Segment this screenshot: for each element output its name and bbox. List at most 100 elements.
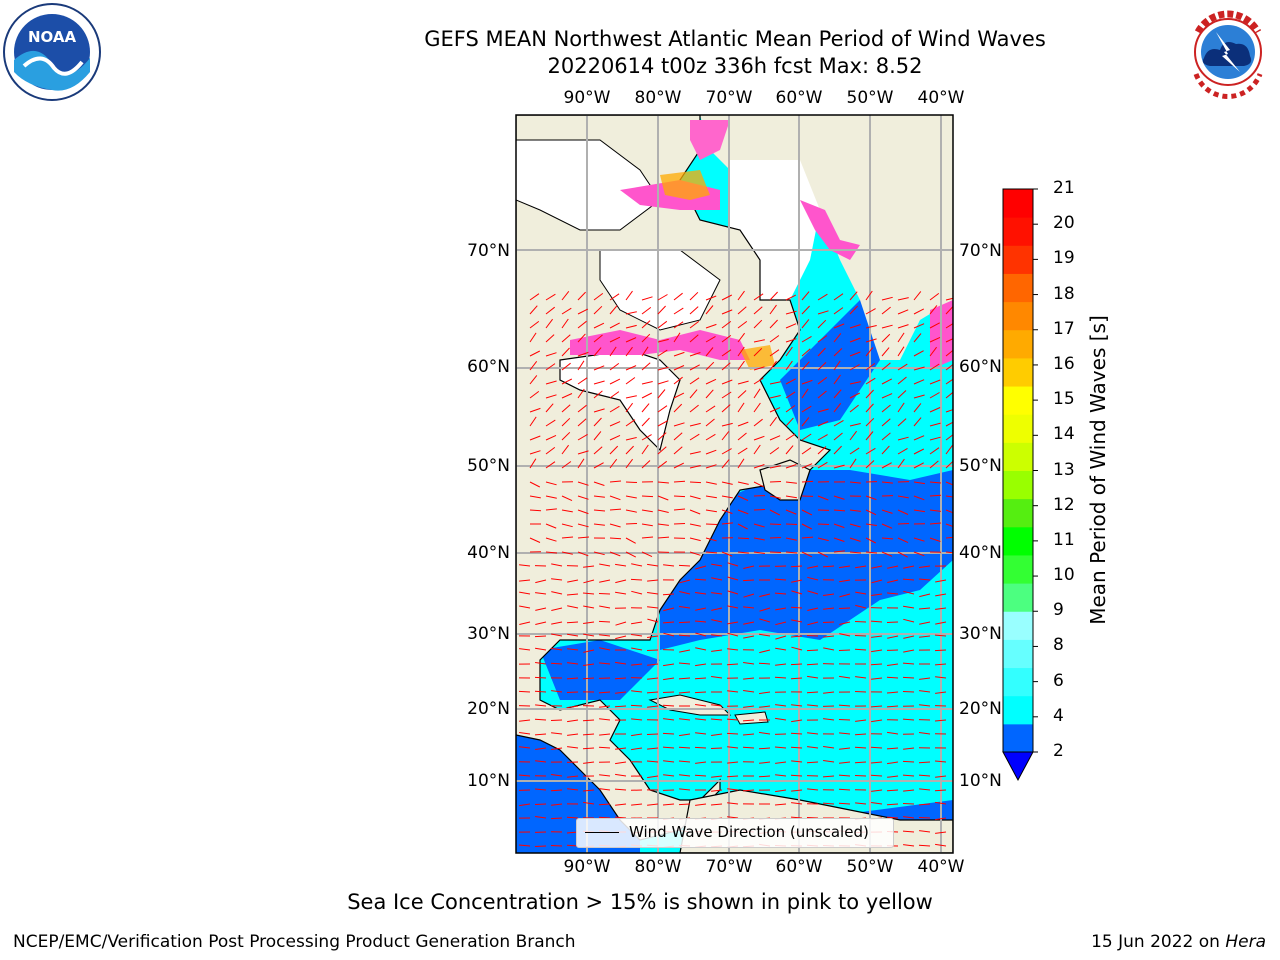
wave-direction-arrow <box>801 335 812 343</box>
wave-direction-arrow <box>945 391 953 399</box>
wave-direction-arrow <box>833 419 844 427</box>
wave-direction-arrow <box>647 775 659 779</box>
wave-direction-arrow <box>785 495 797 499</box>
wave-direction-arrow <box>662 746 675 749</box>
wave-direction-arrow <box>609 551 621 557</box>
wave-direction-arrow <box>593 334 603 343</box>
wave-direction-arrow <box>817 408 829 413</box>
wave-direction-arrow <box>902 662 915 665</box>
wave-direction-arrow <box>615 635 627 640</box>
wave-direction-arrow <box>673 432 683 441</box>
wave-direction-arrow <box>721 431 730 441</box>
wave-direction-arrow <box>614 705 627 708</box>
wave-direction-arrow <box>609 305 618 315</box>
wave-direction-arrow <box>721 551 733 557</box>
wave-direction-arrow <box>577 377 588 385</box>
wave-direction-arrow <box>742 746 755 749</box>
wave-direction-arrow <box>577 360 585 371</box>
wave-direction-arrow <box>593 408 605 413</box>
date-text: 15 Jun 2022 on <box>1091 932 1226 952</box>
wave-direction-arrow <box>913 308 925 315</box>
wave-direction-arrow <box>838 719 851 721</box>
wave-direction-arrow <box>545 481 557 486</box>
lon-label-top-50w: 50°W <box>846 88 894 108</box>
wave-direction-arrow <box>625 445 634 455</box>
wave-direction-arrow <box>593 462 604 469</box>
wave-direction-arrow <box>871 649 883 653</box>
wave-direction-arrow <box>519 746 531 749</box>
sea-ice-nares <box>690 120 730 160</box>
wave-direction-arrow <box>705 323 717 329</box>
wave-direction-arrow <box>743 606 755 609</box>
wave-direction-arrow <box>561 404 571 413</box>
wave-direction-arrow <box>721 422 733 427</box>
colorbar-tick-label: 11 <box>1053 529 1075 550</box>
wave-direction-arrow <box>529 450 541 455</box>
wave-direction-arrow <box>865 362 876 371</box>
wave-direction-arrow <box>550 817 563 820</box>
wave-direction-arrow <box>934 649 947 652</box>
map-frame <box>515 114 954 854</box>
wave-direction-arrow <box>727 605 739 609</box>
lat-label-right-50n: 50°N <box>959 456 1002 476</box>
wave-direction-arrow <box>727 632 739 637</box>
lat-label-left-70n: 70°N <box>467 241 510 261</box>
wave-direction-arrow <box>641 509 653 513</box>
wave-direction-arrow <box>567 733 579 736</box>
wave-direction-arrow <box>806 817 819 819</box>
lat-label-right-30n: 30°N <box>959 624 1002 644</box>
wave-direction-arrow <box>577 536 590 539</box>
wave-direction-arrow <box>881 306 891 315</box>
wave-direction-arrow <box>774 592 787 595</box>
wave-direction-arrow <box>870 705 883 708</box>
wave-direction-arrow <box>721 495 733 499</box>
wave-direction-arrow <box>887 761 899 765</box>
wave-direction-arrow <box>823 647 835 651</box>
wave-direction-arrow <box>567 662 579 665</box>
wave-direction-arrow <box>775 717 787 721</box>
wave-direction-arrow <box>897 509 909 515</box>
wave-direction-arrow <box>791 579 803 583</box>
wave-direction-arrow <box>801 388 809 399</box>
wave-direction-arrow <box>903 747 915 750</box>
wave-direction-arrow <box>689 422 701 427</box>
wave-direction-arrow <box>775 621 787 626</box>
wave-direction-arrow <box>854 761 867 764</box>
wave-direction-arrow <box>753 444 761 455</box>
wave-direction-arrow <box>919 621 931 625</box>
wave-direction-arrow <box>679 774 691 777</box>
wave-direction-arrow <box>753 402 761 413</box>
wave-direction-arrow <box>615 773 627 777</box>
nws-logo <box>1180 4 1276 100</box>
wave-direction-arrow <box>801 536 814 539</box>
wave-direction-arrow <box>769 481 782 483</box>
wave-direction-arrow <box>710 747 723 749</box>
wave-direction-arrow <box>673 422 685 427</box>
lat-label-left-50n: 50°N <box>467 456 510 476</box>
sea-ice-high-conc-2 <box>740 345 775 370</box>
wave-direction-arrow <box>737 390 747 399</box>
wave-direction-arrow <box>641 417 650 427</box>
wave-direction-arrow <box>566 621 579 624</box>
wave-direction-arrow <box>641 495 654 498</box>
wave-direction-arrow <box>769 495 781 499</box>
wave-direction-arrow <box>625 437 637 441</box>
wave-direction-arrow <box>753 551 765 554</box>
wave-direction-arrow <box>641 460 651 469</box>
wave-direction-arrow <box>609 480 622 483</box>
wave-direction-arrow <box>833 374 841 385</box>
wave-direction-arrow <box>849 447 860 455</box>
wave-direction-arrow <box>599 788 611 791</box>
lon-label-bottom-90w: 90°W <box>563 857 611 877</box>
wave-direction-arrow <box>641 551 653 558</box>
wave-direction-arrow <box>583 605 595 609</box>
wave-direction-arrow <box>545 380 557 385</box>
wave-direction-arrow <box>551 690 563 693</box>
wave-direction-arrow <box>935 831 947 834</box>
wave-direction-arrow <box>737 551 749 554</box>
wave-direction-arrow <box>721 448 732 455</box>
wave-direction-arrow <box>529 293 540 301</box>
wave-direction-arrow <box>935 817 947 821</box>
wave-direction-arrow <box>817 523 830 525</box>
wave-direction-arrow <box>534 690 547 693</box>
